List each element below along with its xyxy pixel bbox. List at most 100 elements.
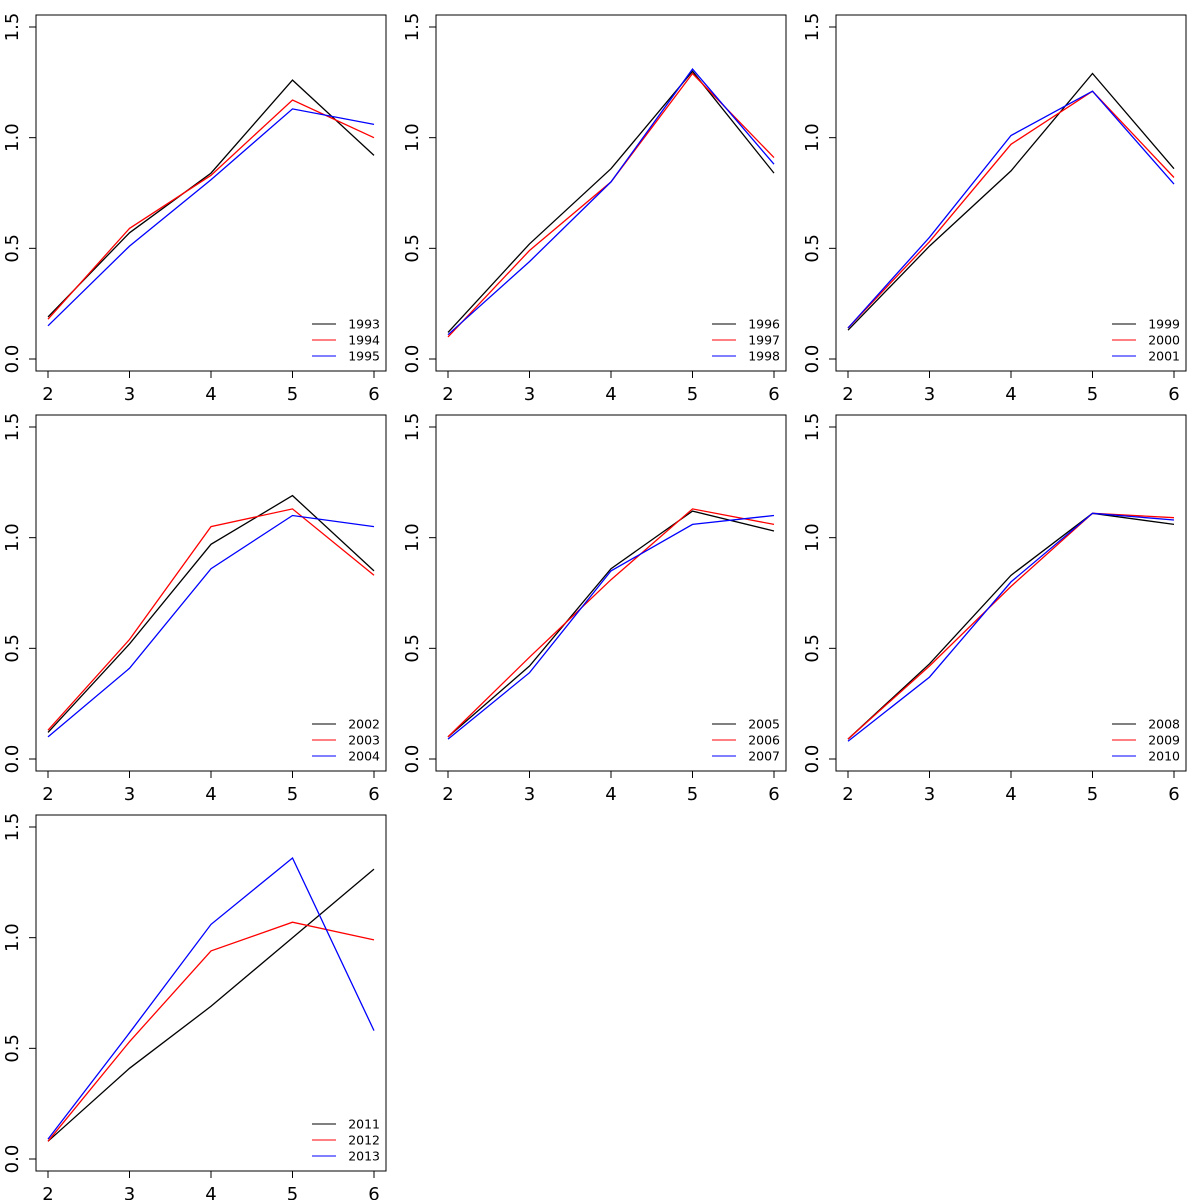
series-line-1995 <box>47 108 375 327</box>
x-tick-label: 6 <box>768 784 779 805</box>
legend-label: 2004 <box>348 749 380 764</box>
x-tick-label: 3 <box>924 784 935 805</box>
series-line-2005 <box>447 510 775 738</box>
series-line-1998 <box>447 68 775 336</box>
plot-frame <box>35 14 387 372</box>
y-tick-label: 1.5 <box>802 413 823 442</box>
y-tick-label: 0.5 <box>402 634 423 663</box>
series-line-1993 <box>47 79 375 318</box>
y-tick-label: 1.5 <box>402 13 423 42</box>
legend-label: 1998 <box>748 349 780 364</box>
x-tick-label: 3 <box>524 384 535 405</box>
y-tick-label: 1.0 <box>2 923 23 952</box>
series-line-2002 <box>47 494 375 733</box>
x-tick-label: 4 <box>1005 784 1016 805</box>
series-line-2013 <box>47 856 375 1140</box>
legend-label: 2008 <box>1148 717 1180 732</box>
legend-label: 2006 <box>748 733 780 748</box>
y-tick-label: 1.0 <box>802 123 823 152</box>
x-tick-label: 6 <box>368 1184 379 1200</box>
x-tick-label: 2 <box>42 1184 53 1200</box>
series-line-1996 <box>447 70 775 333</box>
series-line-2009 <box>847 512 1175 740</box>
series-line-2000 <box>847 90 1175 329</box>
y-tick-label: 0.0 <box>2 345 23 374</box>
legend-label: 2001 <box>1148 349 1180 364</box>
x-tick-label: 3 <box>924 384 935 405</box>
y-tick-label: 1.5 <box>2 413 23 442</box>
x-tick-label: 4 <box>605 784 616 805</box>
legend-label: 2002 <box>348 717 380 732</box>
x-tick-label: 4 <box>205 384 216 405</box>
plot-frame <box>835 14 1187 372</box>
x-tick-label: 6 <box>368 784 379 805</box>
y-tick-label: 0.0 <box>802 345 823 374</box>
legend-label: 1996 <box>748 317 780 332</box>
y-tick-label: 0.5 <box>2 1034 23 1063</box>
y-tick-label: 1.5 <box>402 413 423 442</box>
series-line-2001 <box>847 90 1175 329</box>
legend-label: 2011 <box>348 1117 380 1132</box>
plot-frame <box>435 414 787 772</box>
legend-label: 2013 <box>348 1149 380 1164</box>
x-tick-label: 2 <box>842 384 853 405</box>
legend-label: 2007 <box>748 749 780 764</box>
y-tick-label: 0.5 <box>802 634 823 663</box>
x-tick-label: 2 <box>42 384 53 405</box>
legend-label: 2009 <box>1148 733 1180 748</box>
y-tick-label: 1.0 <box>2 523 23 552</box>
x-tick-label: 6 <box>368 384 379 405</box>
y-tick-label: 0.5 <box>2 634 23 663</box>
x-tick-label: 5 <box>287 384 298 405</box>
y-tick-label: 0.5 <box>802 234 823 263</box>
legend-label: 2000 <box>1148 333 1180 348</box>
legend-label: 2012 <box>348 1133 380 1148</box>
x-tick-label: 6 <box>1168 384 1179 405</box>
x-tick-label: 2 <box>442 784 453 805</box>
series-line-2012 <box>47 921 375 1142</box>
x-tick-label: 6 <box>768 384 779 405</box>
series-line-2008 <box>847 512 1175 740</box>
x-tick-label: 5 <box>687 784 698 805</box>
series-line-2011 <box>47 868 375 1142</box>
x-tick-label: 4 <box>205 1184 216 1200</box>
y-tick-label: 1.0 <box>802 523 823 552</box>
series-line-2003 <box>47 508 375 731</box>
legend-label: 1997 <box>748 333 780 348</box>
series-line-1999 <box>847 72 1175 331</box>
y-tick-label: 0.5 <box>2 234 23 263</box>
x-tick-label: 2 <box>442 384 453 405</box>
x-tick-label: 2 <box>842 784 853 805</box>
x-tick-label: 3 <box>124 784 135 805</box>
plot-frame <box>35 814 387 1172</box>
x-tick-label: 3 <box>124 1184 135 1200</box>
legend-label: 1994 <box>348 333 380 348</box>
x-tick-label: 3 <box>524 784 535 805</box>
x-tick-label: 4 <box>1005 384 1016 405</box>
x-tick-label: 4 <box>205 784 216 805</box>
series-line-2006 <box>447 508 775 738</box>
x-tick-label: 5 <box>687 384 698 405</box>
plot-frame <box>435 14 787 372</box>
plot-frame <box>835 414 1187 772</box>
y-tick-label: 1.0 <box>402 523 423 552</box>
y-tick-label: 1.5 <box>2 813 23 842</box>
x-tick-label: 4 <box>605 384 616 405</box>
y-tick-label: 0.0 <box>802 745 823 774</box>
legend-label: 2003 <box>348 733 380 748</box>
y-tick-label: 0.5 <box>402 234 423 263</box>
legend-label: 1995 <box>348 349 380 364</box>
x-tick-label: 5 <box>1087 384 1098 405</box>
x-tick-label: 6 <box>1168 784 1179 805</box>
legend-label: 1999 <box>1148 317 1180 332</box>
legend-label: 2005 <box>748 717 780 732</box>
x-tick-label: 5 <box>287 1184 298 1200</box>
y-tick-label: 1.0 <box>402 123 423 152</box>
